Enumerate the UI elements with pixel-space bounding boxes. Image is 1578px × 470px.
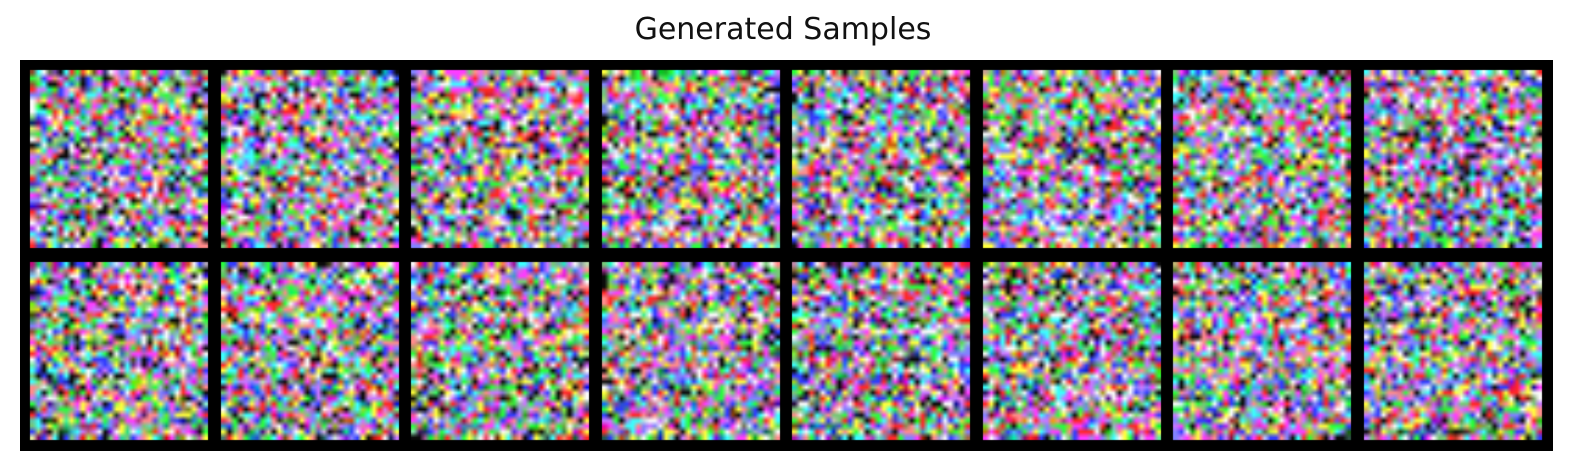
sample-grid <box>20 60 1553 451</box>
sample-grid-image <box>20 60 1553 451</box>
figure-title: Generated Samples <box>634 12 932 47</box>
